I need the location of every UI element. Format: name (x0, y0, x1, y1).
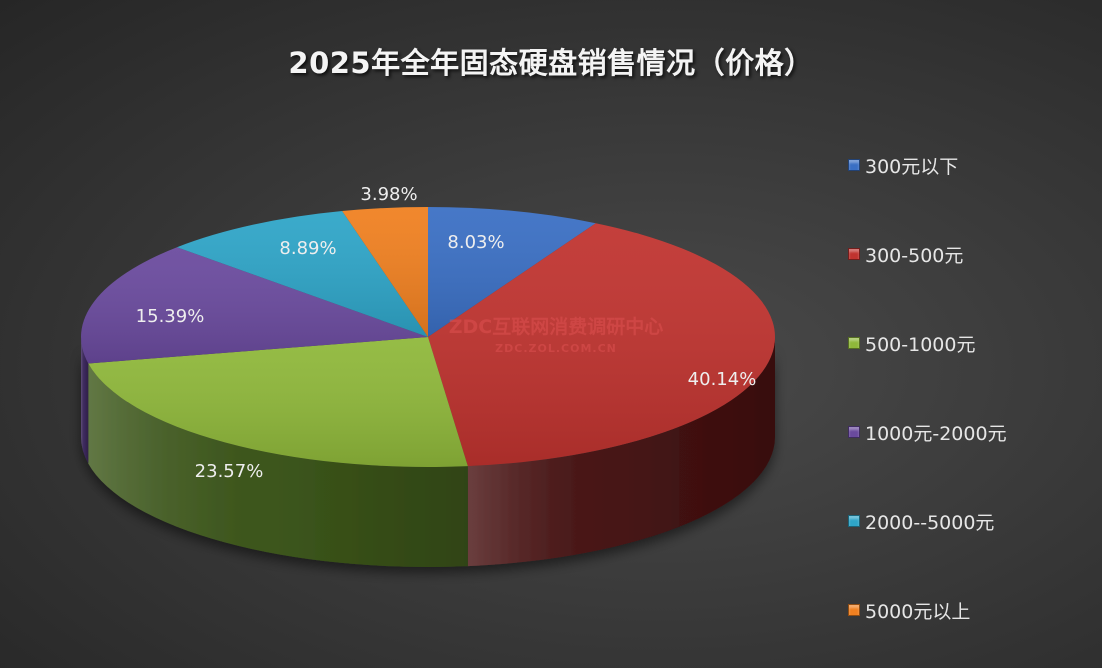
pie-side-shade (467, 337, 775, 567)
data-label-3: 15.39% (136, 306, 205, 327)
legend-swatch-icon (848, 159, 860, 171)
pie-slice-shade (342, 207, 428, 337)
data-label-0: 8.03% (447, 232, 504, 253)
legend-item-500-1000: 500-1000元 (848, 330, 975, 356)
pie-top (81, 207, 775, 467)
legend-label: 300-500元 (865, 244, 964, 267)
pie-slice-shade (81, 247, 429, 364)
data-label-5: 3.98% (360, 184, 417, 205)
pie-slice-shade (176, 211, 428, 337)
legend-label: 5000元以上 (865, 600, 971, 623)
legend-label: 1000元-2000元 (865, 422, 1007, 445)
legend-item-300-500: 300-500元 (848, 241, 963, 267)
legend-item-over-5000: 5000元以上 (848, 597, 970, 623)
pie-side-shade (88, 363, 468, 568)
legend-label: 500-1000元 (865, 333, 976, 356)
legend-swatch-icon (848, 426, 860, 438)
legend-swatch-icon (848, 337, 860, 349)
legend-label: 300元以下 (865, 155, 959, 178)
legend-swatch-icon (848, 515, 860, 527)
pie-slice-shade (428, 223, 775, 467)
legend-label: 2000--5000元 (865, 511, 995, 534)
legend-item-2000-5000: 2000--5000元 (848, 508, 994, 534)
pie-slice-shade (88, 337, 468, 467)
data-label-4: 8.89% (279, 238, 336, 259)
pie-slice-shade (428, 207, 596, 337)
pie-side-shade (81, 337, 89, 464)
data-label-2: 23.57% (195, 461, 264, 482)
pie-data-labels: 8.03% 40.14% 23.57% 15.39% 8.89% 3.98% (136, 184, 757, 482)
pie-sides (81, 337, 775, 568)
legend-item-under-300: 300元以下 (848, 152, 958, 178)
legend-swatch-icon (848, 248, 860, 260)
data-label-1: 40.14% (688, 369, 757, 390)
chart-title: 2025年全年固态硬盘销售情况（价格） (288, 46, 814, 80)
legend-swatch-icon (848, 604, 860, 616)
legend-item-1000-2000: 1000元-2000元 (848, 419, 1007, 445)
